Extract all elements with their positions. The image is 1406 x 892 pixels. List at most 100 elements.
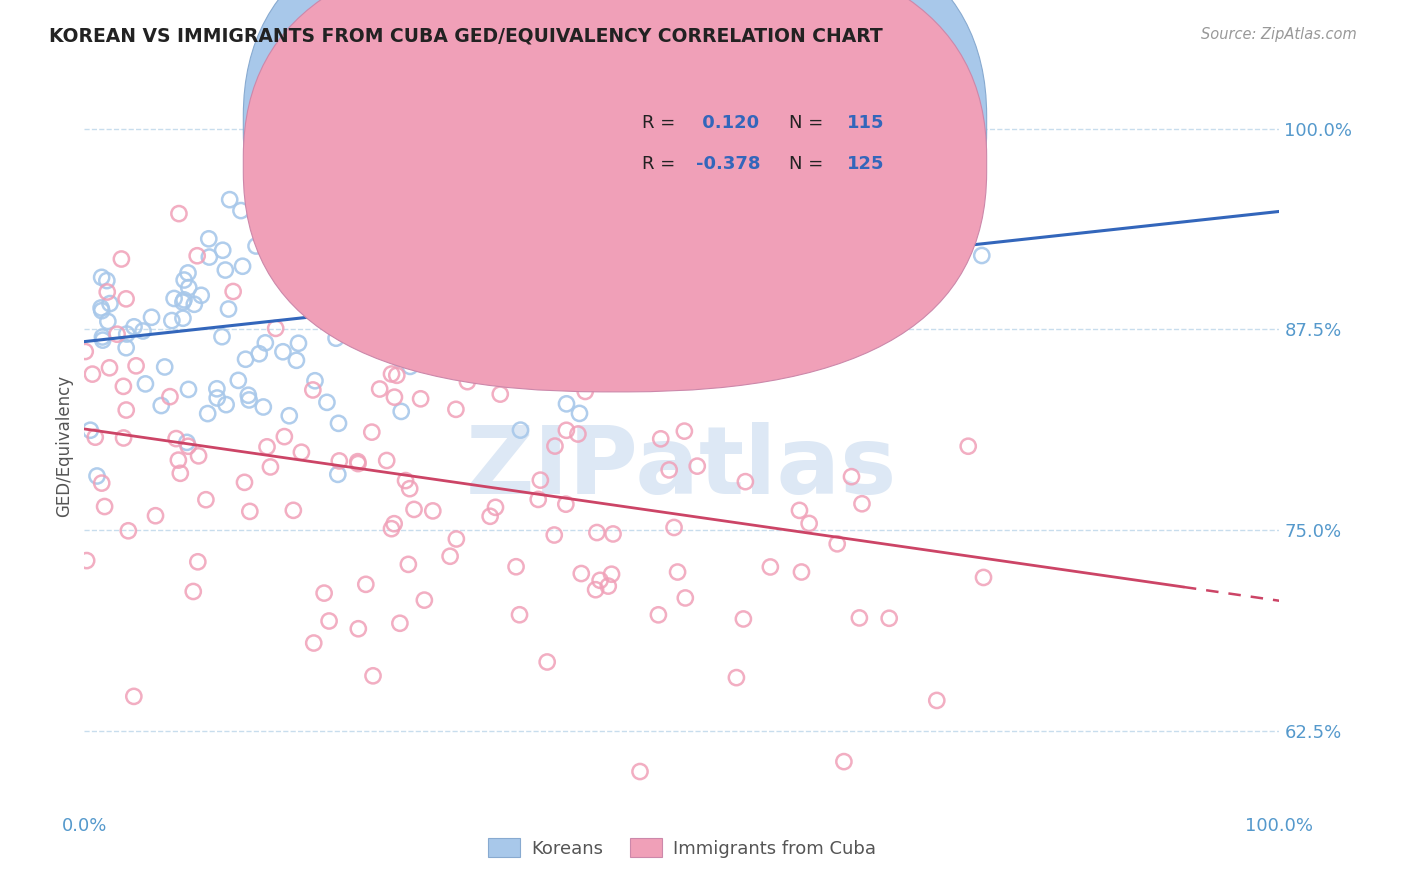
Point: [328, 417, 350, 431]
Point: [177, 266, 200, 280]
Point: [647, 607, 669, 622]
Point: [456, 375, 478, 389]
Point: [347, 622, 370, 636]
Point: [429, 305, 451, 319]
Point: [75, 344, 97, 359]
Point: [669, 156, 692, 170]
Point: [93, 500, 115, 514]
Point: [598, 376, 620, 390]
Point: [970, 248, 993, 262]
Point: [832, 755, 855, 769]
Point: [79, 423, 101, 437]
Point: [356, 304, 378, 318]
Point: [98, 360, 121, 375]
Point: [232, 259, 254, 273]
Point: [398, 482, 420, 496]
Point: [638, 250, 661, 264]
Point: [489, 387, 512, 401]
Point: [285, 353, 308, 368]
Point: [375, 453, 398, 467]
Point: [650, 432, 672, 446]
Point: [787, 321, 810, 335]
Point: [565, 158, 588, 172]
Point: [536, 655, 558, 669]
Point: [96, 274, 118, 288]
Point: [239, 504, 262, 518]
Point: [252, 400, 274, 414]
Point: [172, 311, 194, 326]
Point: [134, 376, 156, 391]
Y-axis label: GED/Equivalency: GED/Equivalency: [55, 375, 73, 517]
Point: [211, 329, 233, 343]
Point: [273, 429, 295, 443]
Point: [90, 303, 112, 318]
Point: [256, 440, 278, 454]
Text: KOREAN VS IMMIGRANTS FROM CUBA GED/EQUIVALENCY CORRELATION CHART: KOREAN VS IMMIGRANTS FROM CUBA GED/EQUIV…: [49, 27, 883, 45]
Point: [797, 516, 820, 531]
Point: [235, 352, 257, 367]
Point: [259, 459, 281, 474]
Point: [396, 558, 419, 572]
Point: [509, 423, 531, 437]
Point: [218, 301, 240, 316]
Point: [457, 219, 479, 233]
Point: [388, 616, 411, 631]
Point: [226, 373, 249, 387]
Point: [565, 234, 588, 248]
Point: [145, 508, 167, 523]
Text: Source: ZipAtlas.com: Source: ZipAtlas.com: [1201, 27, 1357, 42]
Point: [446, 532, 468, 546]
Point: [197, 407, 219, 421]
Text: -0.378: -0.378: [696, 155, 761, 173]
Point: [205, 382, 228, 396]
Text: 115: 115: [846, 114, 884, 132]
Point: [247, 347, 270, 361]
Point: [502, 232, 524, 246]
Point: [229, 203, 252, 218]
Point: [565, 209, 588, 223]
Point: [308, 285, 330, 299]
Point: [125, 359, 148, 373]
Point: [725, 671, 748, 685]
Point: [96, 285, 118, 299]
Point: [325, 316, 347, 330]
Point: [112, 379, 135, 393]
Point: [132, 324, 155, 338]
Point: [478, 318, 501, 332]
Point: [973, 570, 995, 584]
Point: [477, 274, 499, 288]
Point: [214, 263, 236, 277]
Point: [543, 528, 565, 542]
Point: [233, 475, 256, 490]
Point: [380, 522, 402, 536]
Point: [554, 497, 576, 511]
Point: [382, 516, 405, 531]
Point: [167, 206, 190, 220]
Point: [568, 406, 591, 420]
Point: [122, 319, 145, 334]
Point: [90, 270, 112, 285]
Point: [318, 614, 340, 628]
Point: [190, 288, 212, 302]
Point: [347, 457, 370, 471]
Point: [825, 537, 848, 551]
Point: [602, 527, 624, 541]
Point: [163, 292, 186, 306]
Point: [302, 383, 325, 397]
Point: [612, 347, 634, 361]
Point: [215, 398, 238, 412]
Point: [685, 363, 707, 377]
Point: [628, 764, 651, 779]
Point: [598, 579, 620, 593]
Point: [661, 233, 683, 247]
Point: [177, 439, 200, 453]
Point: [439, 202, 461, 217]
Point: [686, 459, 709, 474]
Point: [177, 383, 200, 397]
Point: [820, 328, 842, 343]
Point: [575, 259, 598, 273]
Point: [380, 367, 402, 381]
Point: [422, 504, 444, 518]
Point: [529, 473, 551, 487]
Point: [90, 476, 112, 491]
